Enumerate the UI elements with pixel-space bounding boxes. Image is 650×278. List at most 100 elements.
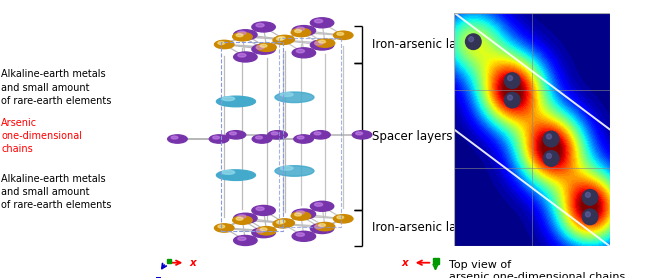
Circle shape <box>233 235 257 245</box>
Text: y: y <box>432 277 439 278</box>
Circle shape <box>292 48 315 58</box>
Circle shape <box>315 39 335 47</box>
Circle shape <box>218 42 225 44</box>
Circle shape <box>297 136 304 139</box>
Text: x: x <box>190 258 196 268</box>
Circle shape <box>292 26 315 36</box>
Bar <box>221 42 283 231</box>
Circle shape <box>252 228 276 238</box>
Circle shape <box>314 132 321 135</box>
Circle shape <box>356 132 363 135</box>
Circle shape <box>257 227 276 235</box>
Ellipse shape <box>222 170 235 174</box>
Circle shape <box>292 231 315 241</box>
Circle shape <box>209 135 229 143</box>
Circle shape <box>296 27 304 31</box>
Circle shape <box>273 36 292 44</box>
Circle shape <box>508 95 513 100</box>
Circle shape <box>233 33 252 41</box>
Circle shape <box>352 131 372 139</box>
Circle shape <box>278 37 285 39</box>
Circle shape <box>291 212 311 220</box>
Circle shape <box>238 53 246 57</box>
Circle shape <box>252 135 272 143</box>
Circle shape <box>238 215 246 218</box>
Circle shape <box>252 44 276 54</box>
Text: x: x <box>402 258 408 268</box>
Circle shape <box>260 44 267 47</box>
Circle shape <box>214 224 234 232</box>
Circle shape <box>315 41 322 45</box>
Circle shape <box>337 216 344 219</box>
Circle shape <box>252 22 276 32</box>
Circle shape <box>543 131 559 147</box>
Circle shape <box>291 28 311 37</box>
Circle shape <box>214 40 234 49</box>
Circle shape <box>586 192 590 197</box>
Circle shape <box>315 19 322 23</box>
Ellipse shape <box>275 166 314 176</box>
Text: Iron-arsenic layers: Iron-arsenic layers <box>372 38 482 51</box>
Circle shape <box>586 212 590 217</box>
Circle shape <box>233 52 257 62</box>
Circle shape <box>255 136 263 139</box>
Bar <box>280 38 341 227</box>
Circle shape <box>273 220 292 228</box>
Circle shape <box>311 201 334 211</box>
Circle shape <box>256 46 264 49</box>
Circle shape <box>213 136 220 139</box>
Text: z: z <box>154 275 161 278</box>
Ellipse shape <box>280 166 293 170</box>
Circle shape <box>276 221 283 224</box>
Circle shape <box>238 31 246 35</box>
Circle shape <box>256 23 264 27</box>
Circle shape <box>333 215 353 223</box>
Circle shape <box>271 132 278 135</box>
Circle shape <box>311 224 334 234</box>
Circle shape <box>333 31 353 39</box>
Circle shape <box>469 37 474 42</box>
Circle shape <box>238 237 246 240</box>
Circle shape <box>275 35 294 44</box>
Circle shape <box>337 33 344 35</box>
Circle shape <box>504 73 520 88</box>
Circle shape <box>547 134 551 139</box>
Circle shape <box>275 219 294 227</box>
Circle shape <box>296 210 304 214</box>
Circle shape <box>236 217 243 220</box>
Circle shape <box>229 132 237 135</box>
Circle shape <box>296 233 304 236</box>
Circle shape <box>252 205 276 215</box>
Circle shape <box>233 216 252 224</box>
Ellipse shape <box>280 93 293 96</box>
Circle shape <box>218 225 225 228</box>
Circle shape <box>543 151 559 166</box>
Circle shape <box>318 224 326 227</box>
Circle shape <box>268 131 287 139</box>
Circle shape <box>257 43 276 51</box>
Ellipse shape <box>216 170 255 180</box>
Circle shape <box>311 40 334 50</box>
Circle shape <box>236 34 243 37</box>
Text: Spacer layers: Spacer layers <box>372 130 452 143</box>
Text: Arsenic
one-dimensional
chains: Arsenic one-dimensional chains <box>1 118 83 154</box>
Circle shape <box>294 29 302 33</box>
Circle shape <box>233 213 257 223</box>
Circle shape <box>294 213 302 216</box>
Circle shape <box>315 203 322 206</box>
Circle shape <box>465 34 481 49</box>
Circle shape <box>256 229 264 233</box>
Circle shape <box>168 135 187 143</box>
Circle shape <box>582 190 598 205</box>
Text: Alkaline-earth metals
and small amount
of rare-earth elements: Alkaline-earth metals and small amount o… <box>1 70 112 106</box>
Circle shape <box>260 228 267 231</box>
Text: Iron-arsenic layers: Iron-arsenic layers <box>372 222 482 234</box>
Circle shape <box>315 222 335 231</box>
Circle shape <box>233 30 257 40</box>
Circle shape <box>171 136 178 139</box>
Circle shape <box>294 135 313 143</box>
Ellipse shape <box>275 92 314 103</box>
Ellipse shape <box>216 96 255 107</box>
Circle shape <box>504 92 520 108</box>
Text: Top view of
arsenic one-dimensional chains: Top view of arsenic one-dimensional chai… <box>448 260 625 278</box>
